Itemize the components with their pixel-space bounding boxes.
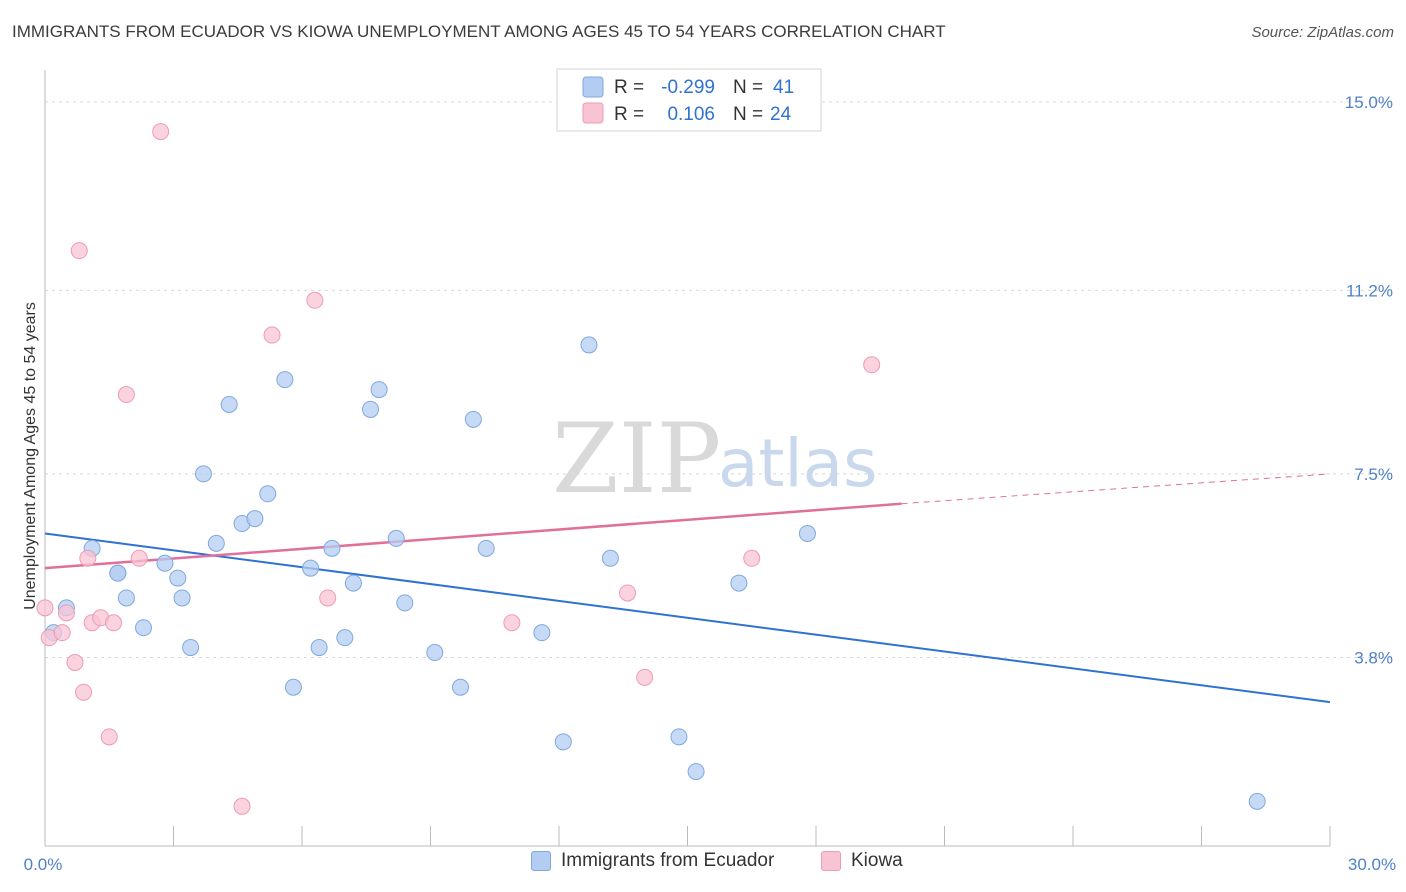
point-kiowa-7 [79,549,97,567]
legend-swatch-ecuador [582,76,604,98]
trend-line-kiowa-extension [901,473,1331,505]
point-kiowa-13 [130,549,148,567]
point-ecuador-37 [687,763,705,781]
point-ecuador-27 [396,594,414,612]
point-ecuador-31 [477,539,495,557]
point-ecuador-16 [259,485,277,503]
bottom-legend-swatch-kiowa [821,851,841,871]
point-ecuador-12 [207,534,225,552]
trend-line-ecuador [44,532,1331,704]
x-ticks [44,826,1331,846]
point-kiowa-22 [743,549,761,567]
watermark: ZIP atlas [552,403,878,515]
point-kiowa-23 [863,356,881,374]
legend-n-label-2: N = [733,104,763,125]
point-ecuador-40 [1248,792,1266,810]
point-kiowa-6 [75,683,93,701]
point-ecuador-32 [533,624,551,642]
point-ecuador-20 [310,639,328,657]
point-ecuador-5 [109,564,127,582]
legend-box: R = -0.299 N = 41 R = 0.106 N = 24 [556,68,822,132]
point-kiowa-20 [619,584,637,602]
y-tick-labels: 3.8% 7.5% 11.2% 15.0% [1345,93,1393,668]
point-kiowa-16 [263,326,281,344]
point-ecuador-8 [169,569,187,587]
point-kiowa-10 [100,728,118,746]
legend-n-label-1: N = [733,77,763,98]
point-kiowa-21 [636,668,654,686]
point-ecuador-34 [580,336,598,354]
legend-r-label-2: R = [614,104,644,125]
point-kiowa-14 [152,123,170,141]
point-kiowa-2 [53,624,71,642]
watermark-zip: ZIP [552,403,721,515]
point-ecuador-28 [426,644,444,662]
y-tick-label-0: 3.8% [1354,648,1393,667]
bottom-legend-item-ecuador: Immigrants from Ecuador [531,850,774,872]
point-ecuador-18 [284,678,302,696]
point-ecuador-39 [798,524,816,542]
legend-r-label-1: R = [614,77,644,98]
point-ecuador-22 [336,629,354,647]
point-ecuador-9 [173,589,191,607]
point-ecuador-21 [323,539,341,557]
source-label: Source: ZipAtlas.com [1251,24,1394,41]
y-tick-label-3: 15.0% [1345,93,1393,112]
point-ecuador-19 [302,559,320,577]
point-kiowa-5 [70,242,88,260]
point-ecuador-24 [362,400,380,418]
point-kiowa-3 [57,604,75,622]
point-kiowa-15 [233,797,251,815]
point-ecuador-30 [464,410,482,428]
point-ecuador-25 [370,381,388,399]
point-ecuador-7 [135,619,153,637]
point-ecuador-33 [554,733,572,751]
y-tick-label-1: 7.5% [1354,465,1393,484]
point-kiowa-18 [319,589,337,607]
point-kiowa-19 [503,614,521,632]
watermark-atlas: atlas [718,425,878,502]
bottom-legend-label-kiowa: Kiowa [851,850,903,871]
point-ecuador-6 [117,589,135,607]
point-kiowa-11 [105,614,123,632]
point-ecuador-26 [387,529,405,547]
point-ecuador-35 [601,549,619,567]
legend-n-value-1: 41 [773,77,794,98]
legend-r-value-2: 0.106 [667,104,715,125]
legend-n-value-2: 24 [770,104,792,125]
x-tick-label-min: 0.0% [24,855,63,874]
y-tick-label-2: 11.2% [1346,281,1393,300]
point-ecuador-23 [344,574,362,592]
point-kiowa-12 [117,386,135,404]
point-ecuador-36 [670,728,688,746]
x-tick-label-max: 30.0% [1348,855,1396,874]
chart-title: IMMIGRANTS FROM ECUADOR VS KIOWA UNEMPLO… [12,22,946,41]
data-points [36,123,1266,815]
legend-swatch-kiowa [582,102,604,124]
point-kiowa-17 [306,291,324,309]
point-ecuador-10 [182,639,200,657]
point-ecuador-11 [194,465,212,483]
point-kiowa-4 [66,653,84,671]
point-kiowa-0 [36,599,54,617]
point-ecuador-29 [451,678,469,696]
point-ecuador-4 [156,554,174,572]
point-ecuador-15 [246,510,264,528]
bottom-legend-label-ecuador: Immigrants from Ecuador [561,850,775,871]
point-ecuador-13 [220,395,238,413]
point-ecuador-17 [276,371,294,389]
trend-line-kiowa [44,502,902,570]
y-axis-title: Unemployment Among Ages 45 to 54 years [22,302,39,610]
point-ecuador-38 [730,574,748,592]
bottom-legend: Immigrants from Ecuador Kiowa [0,850,1406,880]
bottom-legend-swatch-ecuador [531,851,551,871]
bottom-legend-item-kiowa: Kiowa [821,850,903,872]
trend-lines [44,473,1331,704]
legend-r-value-1: -0.299 [661,77,715,98]
gridlines [45,101,1395,658]
